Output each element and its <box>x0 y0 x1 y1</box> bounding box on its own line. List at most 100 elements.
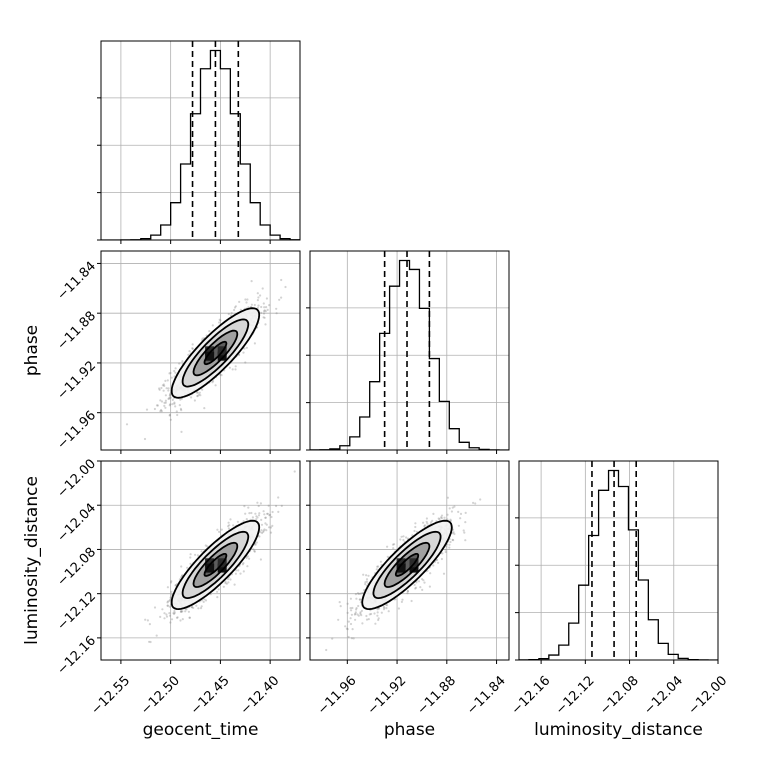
sample-point <box>163 384 166 387</box>
sample-point <box>377 565 380 568</box>
sample-point <box>269 531 273 534</box>
sample-point <box>188 616 191 619</box>
sample-point <box>196 391 199 394</box>
sample-point <box>387 610 390 613</box>
sample-point <box>220 528 223 531</box>
sample-point <box>228 366 231 369</box>
sample-point <box>464 539 467 542</box>
panels-layer <box>97 40 719 664</box>
sample-point <box>168 397 171 400</box>
sample-point <box>251 516 254 519</box>
sample-point <box>145 408 149 411</box>
sample-point <box>153 407 156 411</box>
sample-point <box>453 532 456 536</box>
sample-point <box>443 516 446 519</box>
sample-point <box>190 396 193 399</box>
sample-point <box>457 510 460 513</box>
sample-point <box>256 501 259 504</box>
sample-point <box>164 379 167 382</box>
sample-point <box>266 512 269 515</box>
sample-point <box>167 387 170 390</box>
contour-line-1.5 <box>372 530 442 600</box>
sample-point <box>264 310 267 313</box>
y-axis-title-luminosity_distance: luminosity_distance <box>22 476 42 645</box>
sample-point <box>170 580 173 583</box>
sample-point <box>413 583 416 587</box>
sample-point <box>233 306 237 309</box>
sample-point <box>211 324 214 327</box>
sample-point <box>444 548 447 551</box>
sample-point <box>144 618 147 621</box>
sample-point <box>171 403 174 406</box>
sample-point <box>181 610 184 613</box>
x-tick-label: −12.45 <box>188 673 233 718</box>
sample-point <box>355 607 358 610</box>
sample-point <box>168 605 171 608</box>
sample-point <box>359 611 362 614</box>
sample-point <box>239 308 242 311</box>
density-peak <box>217 351 227 361</box>
sample-point <box>365 580 368 583</box>
sample-point <box>169 596 172 599</box>
sample-point <box>200 605 203 608</box>
sample-point <box>201 388 204 391</box>
sample-point <box>166 604 169 607</box>
sample-point <box>168 599 171 602</box>
sample-point <box>425 517 428 520</box>
sample-point <box>264 522 267 525</box>
sample-point <box>449 518 452 521</box>
sample-point <box>170 590 173 594</box>
contour-line-1.5 <box>181 318 250 388</box>
sample-point <box>227 581 230 584</box>
sample-point <box>168 404 171 407</box>
sample-point <box>241 563 244 566</box>
sample-point <box>254 512 257 515</box>
sample-point <box>260 311 263 314</box>
sample-point <box>440 517 443 520</box>
panel-frame <box>100 460 301 661</box>
sample-point <box>245 301 248 304</box>
sample-point <box>173 369 176 373</box>
sample-point <box>244 512 247 515</box>
sample-point <box>429 572 432 575</box>
sample-point <box>451 506 454 509</box>
sample-point <box>263 513 266 516</box>
sample-point <box>179 407 182 410</box>
contour-line-1 <box>192 329 239 377</box>
sample-point <box>275 307 278 310</box>
sample-point <box>167 389 170 392</box>
sample-point <box>242 570 245 573</box>
sample-point <box>161 384 164 387</box>
y-tick-label: −12.04 <box>54 501 99 546</box>
sample-point <box>349 597 352 600</box>
sample-point <box>173 401 176 404</box>
sample-point <box>386 604 389 607</box>
sample-point <box>159 399 162 402</box>
sample-point <box>374 622 377 625</box>
x-tick-label: −11.92 <box>365 673 410 718</box>
sample-point <box>190 605 193 609</box>
sample-point <box>259 294 262 297</box>
sample-point <box>350 613 353 616</box>
sample-point <box>280 278 283 282</box>
sample-point <box>237 569 240 572</box>
y-tick-label: −12.16 <box>54 633 99 678</box>
sample-point <box>417 580 421 583</box>
sample-point <box>259 531 262 534</box>
sample-point <box>373 612 376 615</box>
sample-point <box>457 524 460 527</box>
sample-point <box>196 395 199 398</box>
sample-point <box>360 592 363 595</box>
sample-point <box>432 512 435 516</box>
sample-point <box>250 280 253 283</box>
sample-point <box>169 581 173 584</box>
sample-point <box>266 512 269 515</box>
sample-point <box>193 399 196 402</box>
sample-point <box>220 374 223 377</box>
sample-point <box>245 346 248 349</box>
sample-point <box>263 309 266 312</box>
x-tick-label: −11.88 <box>414 673 459 718</box>
sample-point <box>166 601 169 604</box>
sample-point <box>270 515 273 519</box>
sample-point <box>234 572 237 575</box>
